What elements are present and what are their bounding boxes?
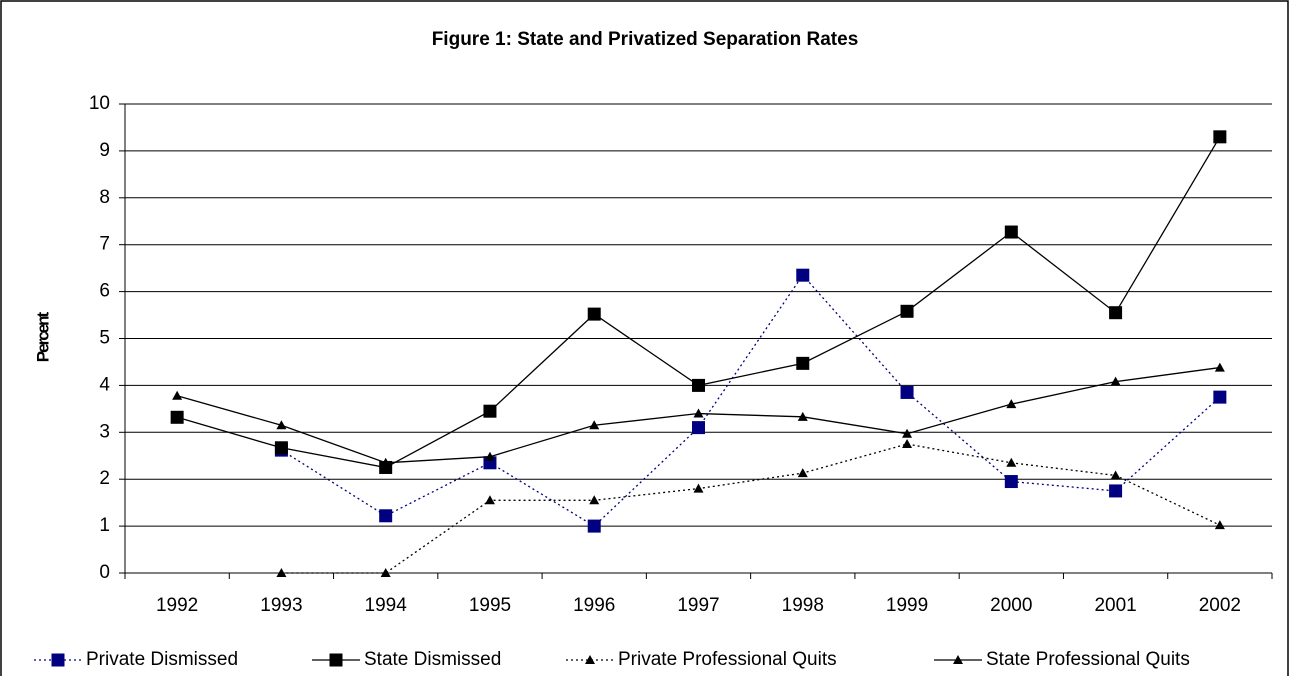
- marker: [1214, 520, 1225, 530]
- y-tick-label: 5: [99, 328, 110, 349]
- y-tick-label: 8: [99, 187, 110, 208]
- series-line: [281, 274, 1221, 527]
- marker: [1006, 457, 1017, 467]
- y-tick-label: 1: [99, 515, 110, 536]
- marker: [900, 385, 914, 399]
- marker: [589, 420, 600, 430]
- marker: [589, 495, 600, 505]
- marker: [172, 390, 183, 400]
- marker: [693, 408, 704, 418]
- legend-marker: [329, 653, 343, 667]
- marker: [902, 439, 913, 449]
- marker: [379, 509, 393, 523]
- y-tick-label: 6: [99, 281, 110, 302]
- marker: [797, 468, 808, 478]
- marker: [587, 519, 601, 533]
- marker: [796, 268, 810, 282]
- marker: [1110, 376, 1121, 386]
- y-tick-label: 3: [99, 421, 110, 442]
- legend-marker: [585, 655, 595, 664]
- x-tick-label: 1998: [782, 595, 824, 616]
- x-tick-label: 1997: [677, 595, 719, 616]
- y-tick-label: 7: [99, 234, 110, 255]
- marker: [276, 568, 287, 577]
- legend-label: State Dismissed: [364, 649, 501, 670]
- marker: [692, 378, 705, 392]
- x-tick-label: 2000: [990, 595, 1032, 616]
- y-tick-label: 0: [99, 562, 110, 583]
- marker: [484, 451, 495, 461]
- marker: [797, 411, 808, 421]
- x-tick-label: 1993: [260, 595, 302, 616]
- marker: [1213, 390, 1227, 404]
- x-tick-label: 2002: [1199, 595, 1241, 616]
- marker: [587, 307, 601, 321]
- legend-label: Private Professional Quits: [618, 649, 837, 670]
- marker: [1004, 475, 1018, 489]
- marker: [274, 441, 288, 455]
- marker: [276, 420, 287, 430]
- x-tick-label: 1999: [886, 595, 928, 616]
- legend-label: State Professional Quits: [986, 649, 1190, 670]
- marker: [1004, 225, 1018, 239]
- legend-marker: [51, 653, 65, 667]
- marker: [692, 421, 705, 435]
- marker: [1110, 470, 1121, 480]
- x-tick-label: 1996: [573, 595, 615, 616]
- marker: [1109, 306, 1123, 320]
- y-tick-label: 2: [99, 468, 110, 489]
- marker: [902, 428, 913, 438]
- x-tick-label: 1994: [365, 595, 408, 616]
- y-tick-label: 10: [89, 93, 110, 114]
- marker: [170, 410, 184, 424]
- marker: [380, 568, 391, 577]
- y-tick-label: 9: [99, 140, 110, 161]
- marker: [380, 457, 391, 467]
- chart-title: Figure 1: State and Privatized Separatio…: [432, 29, 859, 50]
- marker: [796, 356, 810, 370]
- x-tick-label: 1995: [469, 595, 511, 616]
- marker: [484, 495, 495, 505]
- legend-marker: [953, 655, 963, 664]
- y-tick-label: 4: [99, 374, 110, 395]
- x-tick-label: 2001: [1094, 595, 1136, 616]
- marker: [1006, 399, 1017, 409]
- marker: [483, 404, 497, 418]
- x-tick-label: 1992: [156, 595, 198, 616]
- marker: [693, 483, 704, 493]
- marker: [1109, 484, 1123, 498]
- y-axis-label: Percent: [33, 311, 52, 362]
- legend-label: Private Dismissed: [86, 649, 238, 670]
- marker: [900, 304, 914, 318]
- marker: [1213, 130, 1227, 144]
- marker: [1214, 362, 1225, 372]
